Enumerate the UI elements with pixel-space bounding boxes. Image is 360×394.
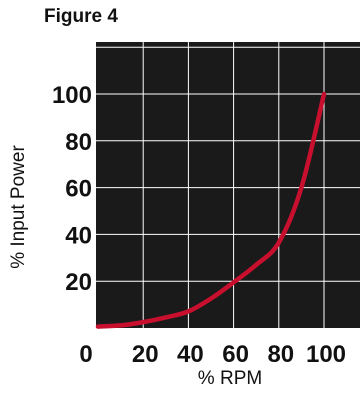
y-tick-80: 80 <box>65 129 92 156</box>
gridlines <box>96 42 360 328</box>
x-axis-title: % RPM <box>197 368 263 389</box>
y-tick-20: 20 <box>65 269 92 296</box>
plot-area <box>96 42 360 328</box>
x-tick-100: 100 <box>306 341 346 368</box>
y-tick-labels: 20 40 60 80 100 <box>52 82 92 296</box>
x-tick-0: 0 <box>79 341 92 368</box>
x-tick-labels: 0 20 40 60 80 100 <box>79 341 346 368</box>
y-tick-100: 100 <box>52 82 92 109</box>
x-tick-20: 20 <box>132 341 159 368</box>
x-tick-60: 60 <box>222 341 249 368</box>
y-tick-40: 40 <box>65 222 92 249</box>
power-curve <box>95 91 327 329</box>
x-tick-40: 40 <box>177 341 204 368</box>
figure-label: Figure 4 <box>44 6 118 27</box>
x-tick-80: 80 <box>267 341 294 368</box>
y-tick-60: 60 <box>65 176 92 203</box>
